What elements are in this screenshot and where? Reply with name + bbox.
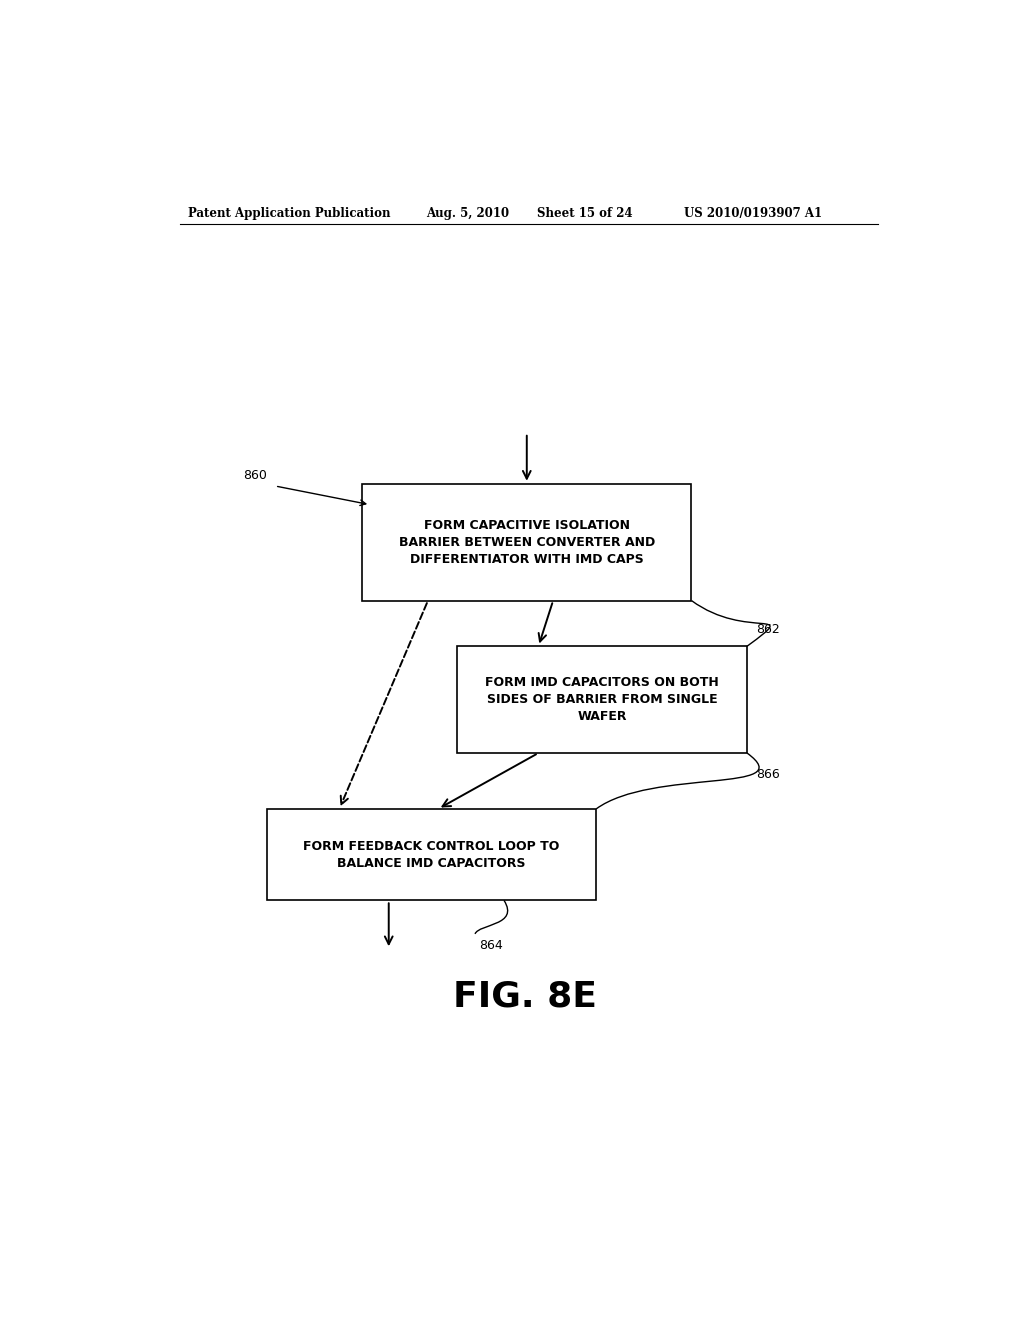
Text: FORM IMD CAPACITORS ON BOTH
SIDES OF BARRIER FROM SINGLE
WAFER: FORM IMD CAPACITORS ON BOTH SIDES OF BAR… xyxy=(485,676,719,723)
Text: 862: 862 xyxy=(757,623,780,636)
Text: Sheet 15 of 24: Sheet 15 of 24 xyxy=(537,207,633,220)
Text: FIG. 8E: FIG. 8E xyxy=(453,979,597,1014)
Text: 866: 866 xyxy=(757,768,780,781)
Text: 860: 860 xyxy=(243,470,267,482)
Text: Patent Application Publication: Patent Application Publication xyxy=(187,207,390,220)
Text: US 2010/0193907 A1: US 2010/0193907 A1 xyxy=(684,207,821,220)
Text: Aug. 5, 2010: Aug. 5, 2010 xyxy=(426,207,509,220)
Text: 864: 864 xyxy=(479,939,503,952)
Bar xyxy=(458,647,748,752)
Text: FORM FEEDBACK CONTROL LOOP TO
BALANCE IMD CAPACITORS: FORM FEEDBACK CONTROL LOOP TO BALANCE IM… xyxy=(303,840,560,870)
Bar xyxy=(267,809,596,900)
Text: FORM CAPACITIVE ISOLATION
BARRIER BETWEEN CONVERTER AND
DIFFERENTIATOR WITH IMD : FORM CAPACITIVE ISOLATION BARRIER BETWEE… xyxy=(398,519,655,565)
Bar xyxy=(362,483,691,601)
